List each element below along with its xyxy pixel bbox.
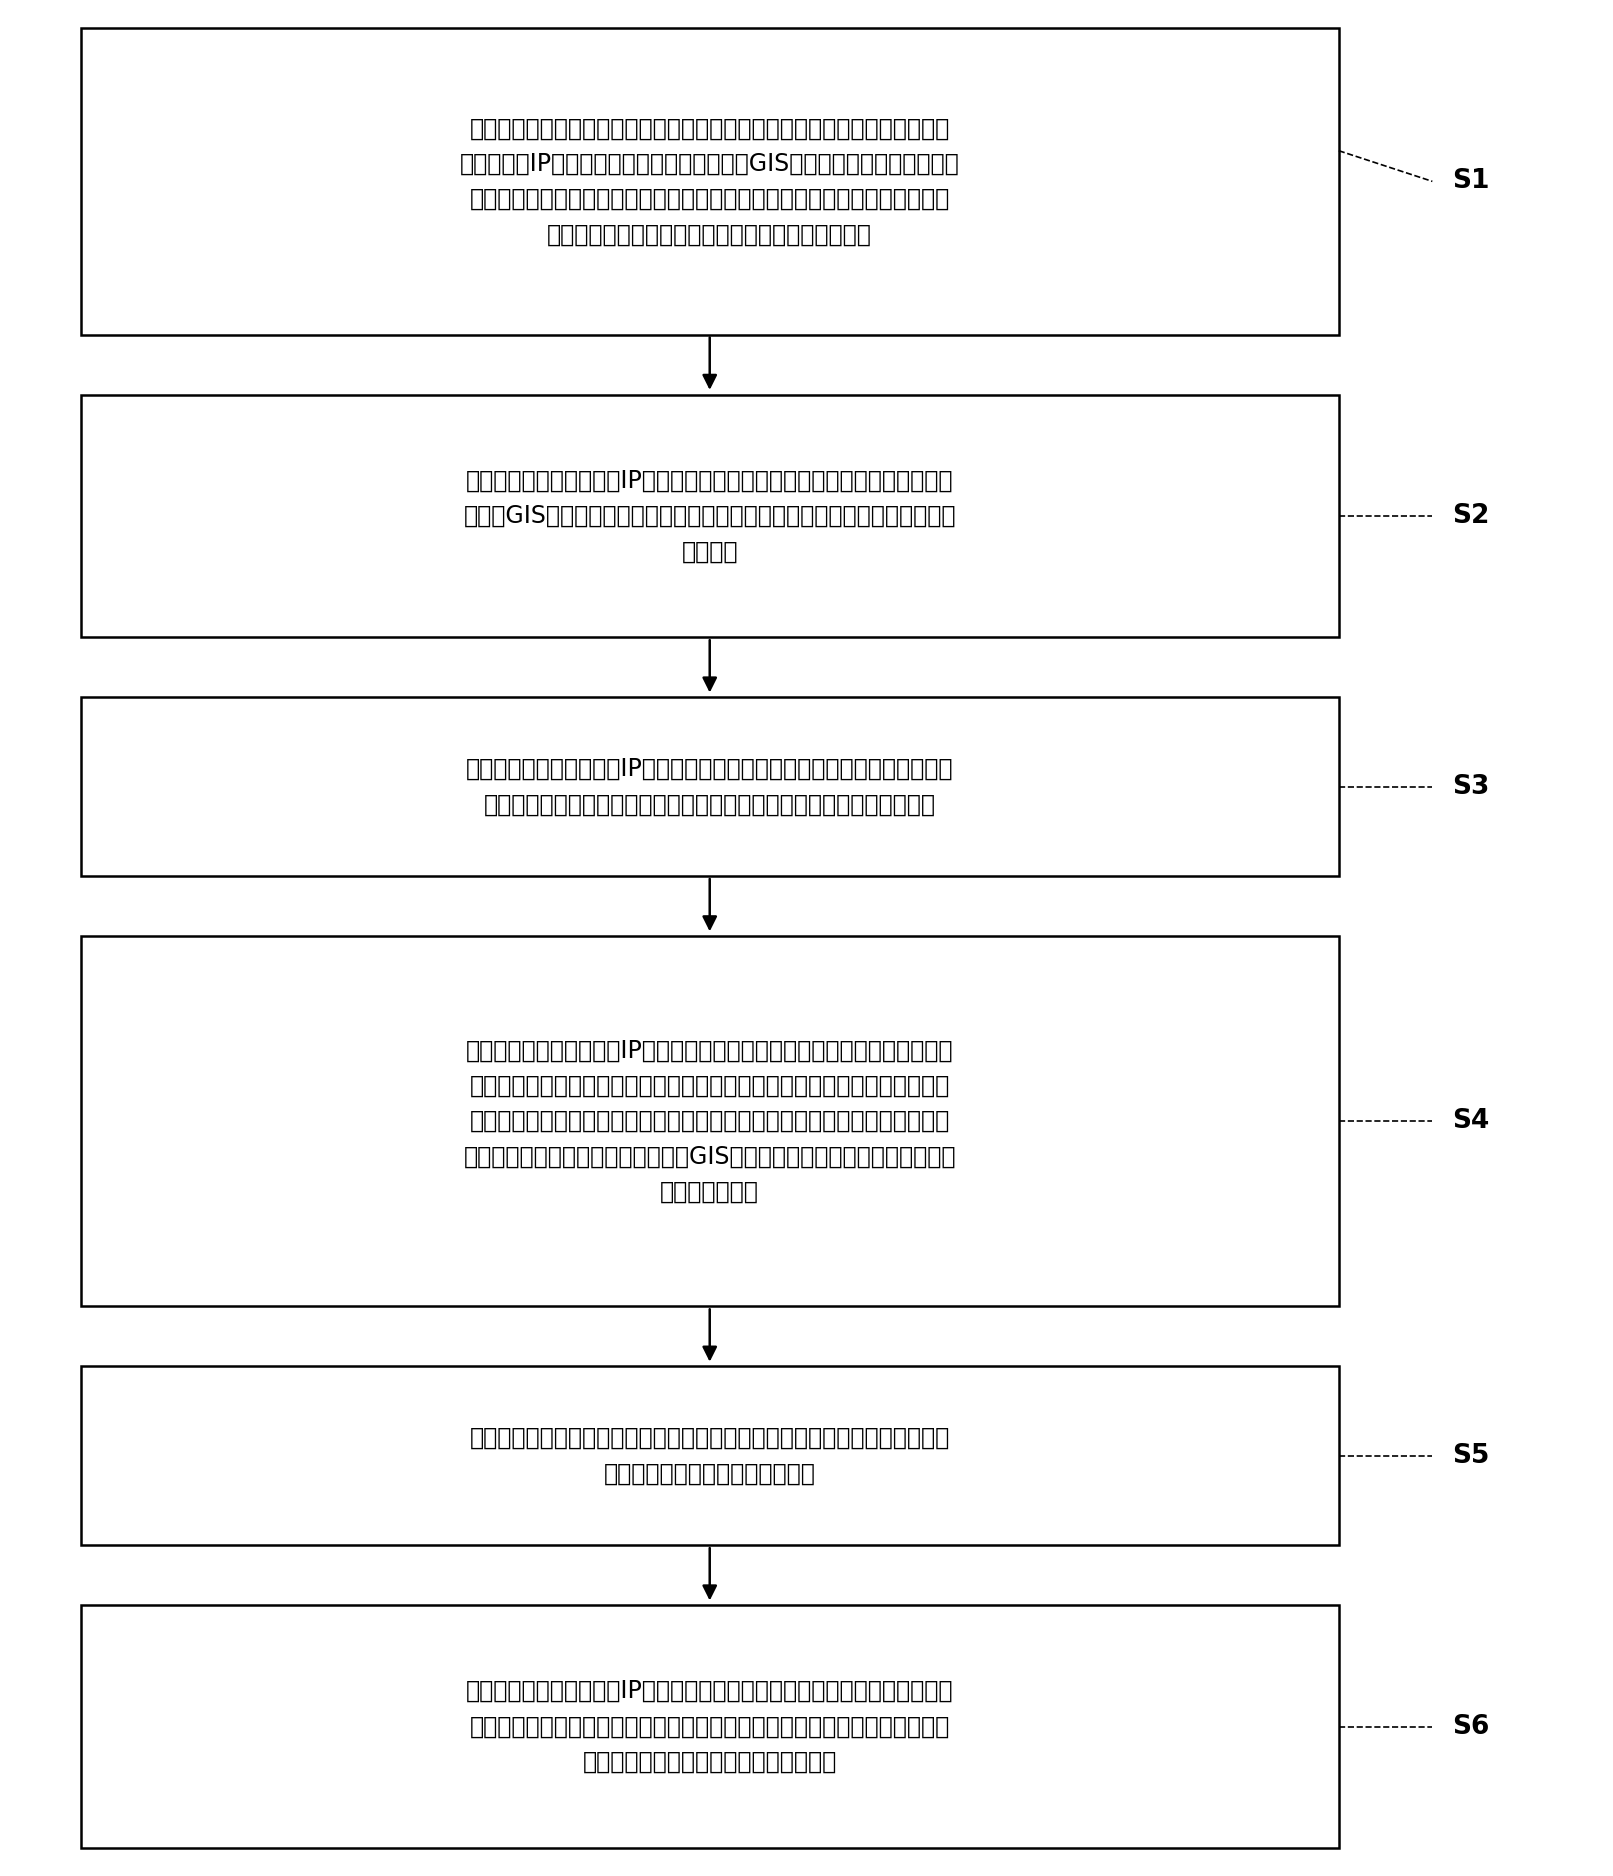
- Text: S4: S4: [1452, 1109, 1489, 1135]
- Bar: [81, 394, 1339, 638]
- Text: S2: S2: [1452, 503, 1489, 529]
- Text: S3: S3: [1452, 773, 1489, 799]
- Text: S1: S1: [1452, 169, 1489, 195]
- Text: 根据所述待部署服务器所对应的配置区域，从所述配置文件中提取所述待部署
服务器所对应的目标运行配置脚本: 根据所述待部署服务器所对应的配置区域，从所述配置文件中提取所述待部署 服务器所对…: [469, 1426, 950, 1486]
- Bar: [81, 1366, 1339, 1546]
- Bar: [81, 1606, 1339, 1848]
- Text: 获取时空大数据引擎的部署文件和配置文件；其中，所述部署文件包括：待部
署服务器的IP地址，待部署引擎软件的名称、GIS组件依赖项、待部署引擎软
件的源路径、待部: 获取时空大数据引擎的部署文件和配置文件；其中，所述部署文件包括：待部 署服务器的…: [460, 116, 960, 246]
- Bar: [81, 698, 1339, 876]
- Bar: [81, 28, 1339, 334]
- Text: 根据所述待部署服务器的IP地址以及待部署引擎软件的名称，获取待部署引擎
软件和GIS组件依赖项的安装包，继而将所述安装包发送至待部署引擎软件的
源路径中: 根据所述待部署服务器的IP地址以及待部署引擎软件的名称，获取待部署引擎 软件和G…: [463, 469, 957, 563]
- Text: 根据所述待部署服务器的IP地址，向待部署服务器发送包含所述目标运行配置
脚本的运行配置指令，以使所述待部署服务器根据所述目标运行配置脚本，在
所对应的配置区域中: 根据所述待部署服务器的IP地址，向待部署服务器发送包含所述目标运行配置 脚本的运…: [466, 1679, 953, 1775]
- Bar: [81, 936, 1339, 1306]
- Text: S6: S6: [1452, 1713, 1489, 1739]
- Text: 根据所述待部署服务器的IP地址，向待部署服务器发送预设的部署环境设置指
令，以使待部署服务器根据所述部署环境设置指令，设置相应的部署环境: 根据所述待部署服务器的IP地址，向待部署服务器发送预设的部署环境设置指 令，以使…: [466, 758, 953, 816]
- Text: 根据所述待部署服务器的IP地址，向待部署服务器发送包含待部署引擎软件的
安装脚本和待部署引擎软件的安装路径的安装指令，以使所述待部署服务器根
据待部署引擎软件的: 根据所述待部署服务器的IP地址，向待部署服务器发送包含待部署引擎软件的 安装脚本…: [463, 1039, 957, 1204]
- Text: S5: S5: [1452, 1443, 1489, 1469]
